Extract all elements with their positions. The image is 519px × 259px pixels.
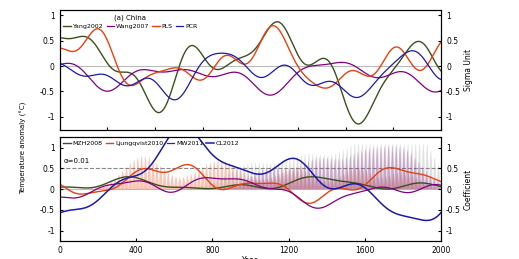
Legend: Yang2002, Wang2007, PLS, PCR: Yang2002, Wang2007, PLS, PCR [63,13,198,29]
Y-axis label: Temperature anomaly (°C): Temperature anomaly (°C) [20,101,28,193]
X-axis label: Year: Year [242,256,258,259]
Y-axis label: Coefficient: Coefficient [463,168,473,210]
Y-axis label: Sigma Unit: Sigma Unit [463,49,473,91]
Text: α=0.01: α=0.01 [63,158,90,164]
Legend: MZH2008, Ljungqvist2010, MW2011, CL2012: MZH2008, Ljungqvist2010, MW2011, CL2012 [63,140,240,147]
